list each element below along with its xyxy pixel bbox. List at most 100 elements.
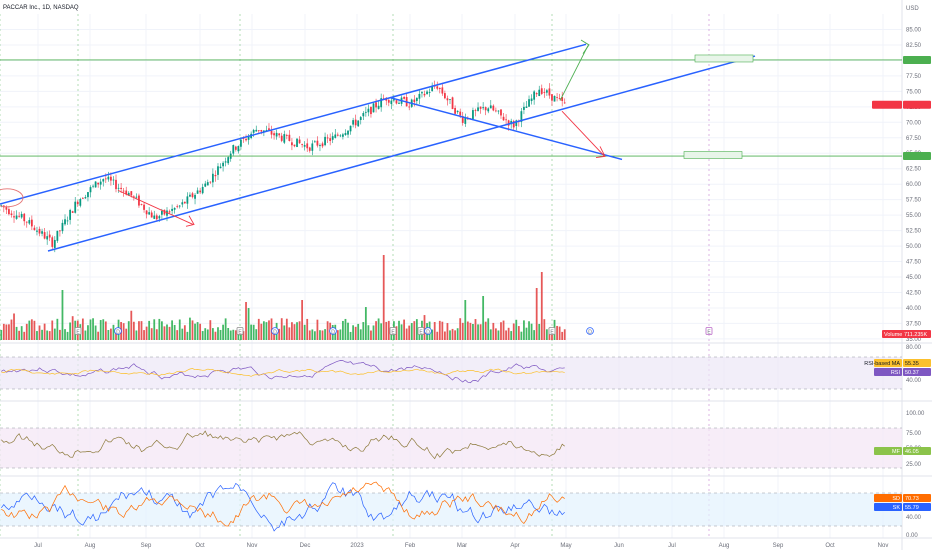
volume-bar xyxy=(283,325,286,340)
candle-body xyxy=(428,92,431,93)
volume-bar xyxy=(367,325,370,340)
volume-bar xyxy=(370,330,372,340)
candle-body xyxy=(173,207,176,210)
candle-body xyxy=(18,215,21,217)
dividend-marker[interactable]: D xyxy=(271,327,279,336)
pullback-arrow[interactable] xyxy=(117,189,194,225)
dividend-marker[interactable]: D xyxy=(114,327,122,336)
candle-body xyxy=(232,145,235,154)
dividend-marker[interactable]: D xyxy=(424,327,432,336)
candle-body xyxy=(255,129,258,132)
volume-bar xyxy=(257,318,260,340)
marker-letter: E xyxy=(238,329,242,335)
bear-arrow[interactable] xyxy=(561,110,605,157)
mf-tag-value-box xyxy=(903,447,931,455)
candle-body xyxy=(115,179,117,190)
candle-body xyxy=(344,133,347,135)
volume-bar xyxy=(255,329,258,340)
candle-body xyxy=(484,107,487,111)
volume-bar xyxy=(285,318,288,340)
y-tick-label: 82.50 xyxy=(906,43,922,49)
candle-body xyxy=(551,94,553,101)
candle-body xyxy=(191,193,194,198)
x-tick-label: Jun xyxy=(614,543,624,549)
earnings-marker[interactable]: E xyxy=(74,327,82,336)
support-label[interactable] xyxy=(683,151,743,159)
candle-body xyxy=(311,143,314,151)
candle-body xyxy=(403,97,405,99)
candle-body xyxy=(359,117,362,121)
candle-body xyxy=(352,120,355,125)
mf-panel-tick-label: 75.00 xyxy=(906,431,922,437)
volume-bar xyxy=(13,313,15,340)
candle-body xyxy=(71,211,74,213)
axis-tag-box xyxy=(903,152,931,161)
volume-bar xyxy=(298,321,301,340)
volume-bar xyxy=(321,330,324,340)
volume-bar xyxy=(431,329,434,340)
volume-bar xyxy=(161,321,163,340)
highlight-ellipse[interactable] xyxy=(0,188,24,208)
candle-body xyxy=(303,145,306,147)
volume-bar xyxy=(64,329,66,340)
earnings-marker[interactable]: E xyxy=(705,327,713,336)
candle-body xyxy=(367,108,370,113)
volume-bar xyxy=(201,331,204,340)
candle-body xyxy=(10,213,13,215)
candle-body xyxy=(260,130,263,132)
volume-bar xyxy=(492,322,495,340)
candle-body xyxy=(13,216,15,218)
dividend-marker[interactable]: D xyxy=(586,327,594,336)
candle-body xyxy=(43,232,46,239)
volume-bar xyxy=(308,330,311,340)
candle-body xyxy=(474,110,477,111)
rsi-tag-label: RSI xyxy=(891,370,901,376)
stoch-k-line xyxy=(1,482,565,532)
candle-body xyxy=(224,161,227,163)
volume-bar xyxy=(224,318,227,340)
x-tick-label: Oct xyxy=(825,543,835,549)
earnings-marker[interactable]: E xyxy=(389,327,397,336)
candle-body xyxy=(280,135,283,141)
x-tick-label: May xyxy=(560,543,571,549)
volume-bar xyxy=(408,325,411,340)
volume-bar xyxy=(186,331,189,340)
volume-bar xyxy=(51,320,54,340)
candle-body xyxy=(347,130,349,135)
stoch-panel-tick-label: 40.00 xyxy=(906,515,922,521)
volume-bar xyxy=(112,324,115,340)
volume-bar xyxy=(464,300,467,340)
candle-body xyxy=(515,120,518,126)
candle-body xyxy=(507,120,510,126)
pullback-arrow-head xyxy=(185,215,195,227)
volume-bar xyxy=(173,324,176,340)
volume-bar xyxy=(500,322,502,340)
earnings-marker[interactable]: E xyxy=(548,327,556,336)
candle-body xyxy=(523,106,525,110)
volume-bar xyxy=(89,319,92,340)
bull-flag-target-label[interactable] xyxy=(694,54,754,63)
channel-lower-line[interactable] xyxy=(47,55,756,252)
candle-body xyxy=(545,90,548,93)
volume-bar xyxy=(303,324,306,340)
volume-bar xyxy=(339,329,342,340)
stoch-d-tag-label-box xyxy=(874,494,902,502)
volume-bar xyxy=(479,324,482,340)
candle-body xyxy=(211,173,214,183)
earnings-marker[interactable]: E xyxy=(417,327,425,336)
candle-body xyxy=(257,130,260,132)
volume-bar xyxy=(48,331,51,340)
marker-letter: E xyxy=(550,329,554,335)
candle-body xyxy=(219,166,222,169)
channel-upper-line[interactable] xyxy=(0,43,587,205)
bull-arrow[interactable] xyxy=(559,45,589,101)
y-tick-label: 62.50 xyxy=(906,167,922,173)
dividend-marker[interactable]: D xyxy=(329,327,337,336)
candle-body xyxy=(331,136,334,140)
volume-bar xyxy=(349,331,352,340)
flag-lower-line[interactable] xyxy=(389,96,623,161)
volume-bar xyxy=(260,323,263,340)
earnings-marker[interactable]: E xyxy=(236,327,244,336)
volume-bar xyxy=(387,320,390,340)
